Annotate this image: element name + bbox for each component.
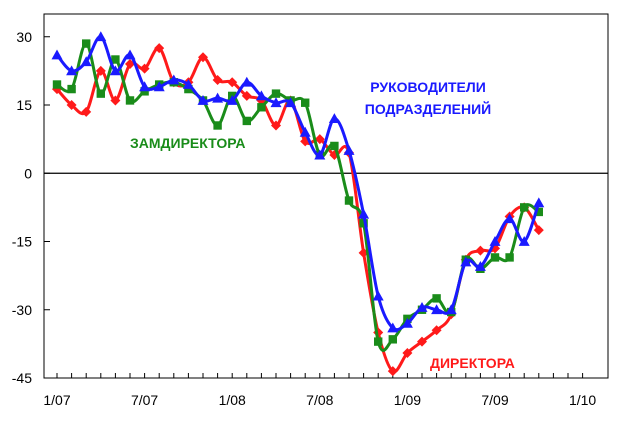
data-point	[416, 301, 428, 312]
data-point	[432, 294, 441, 303]
x-tick-label: 7/09	[481, 392, 508, 408]
data-point	[417, 336, 427, 347]
data-point	[505, 253, 514, 262]
data-point	[271, 120, 281, 131]
y-tick-label: -30	[12, 302, 32, 318]
y-tick-label: 30	[16, 29, 32, 45]
data-point	[518, 236, 530, 246]
data-point	[431, 325, 442, 336]
data-point	[96, 89, 105, 98]
data-point	[474, 261, 486, 271]
data-point	[431, 304, 443, 315]
series-triangle	[51, 31, 545, 333]
data-point	[388, 335, 397, 344]
data-point	[82, 39, 91, 48]
data-point	[153, 81, 165, 92]
series-line	[55, 35, 541, 332]
data-point	[182, 79, 194, 89]
data-point	[95, 65, 106, 76]
data-point	[212, 74, 223, 85]
data-point	[125, 96, 135, 105]
data-point	[242, 116, 251, 126]
data-point	[489, 236, 501, 246]
data-point	[67, 84, 76, 94]
data-point	[445, 304, 457, 315]
data-point	[534, 207, 543, 217]
data-point	[109, 65, 121, 76]
data-point	[66, 100, 77, 110]
data-point	[81, 106, 92, 117]
data-point	[504, 213, 516, 224]
x-tick-label: 1/07	[43, 392, 70, 408]
data-point	[301, 98, 310, 107]
data-point	[139, 81, 151, 92]
data-point	[184, 84, 193, 94]
data-point	[314, 149, 326, 160]
data-point	[402, 347, 413, 358]
data-point	[533, 197, 545, 208]
data-point	[314, 134, 325, 145]
data-point	[52, 80, 62, 89]
data-point	[328, 113, 340, 124]
data-point	[401, 317, 413, 328]
data-point	[257, 103, 266, 112]
data-point	[125, 59, 135, 70]
data-point	[168, 74, 180, 85]
data-point	[330, 141, 339, 151]
data-point	[270, 97, 282, 108]
data-point	[124, 49, 136, 60]
x-tick-label: 1/08	[219, 392, 246, 408]
series-name-label: ЗАМДИРЕКТОРА	[130, 135, 245, 151]
data-point	[212, 92, 224, 103]
data-point	[255, 90, 267, 101]
series-name-label: ДИРЕКТОРА	[430, 355, 515, 371]
data-point	[520, 203, 529, 212]
y-tick-label: -15	[12, 234, 32, 250]
data-point	[241, 90, 252, 101]
data-point	[198, 52, 208, 63]
data-point	[140, 87, 149, 96]
data-point	[110, 95, 121, 106]
data-point	[226, 94, 238, 105]
data-point	[387, 366, 398, 377]
data-point	[139, 63, 150, 74]
data-point	[213, 121, 222, 130]
data-point	[241, 76, 253, 87]
data-point	[460, 256, 472, 267]
data-point	[285, 97, 297, 108]
data-point	[374, 337, 383, 346]
data-point	[490, 253, 500, 262]
y-tick-label: 15	[16, 97, 32, 113]
x-tick-label: 7/08	[306, 392, 333, 408]
data-point	[154, 43, 165, 54]
data-point	[359, 219, 368, 228]
data-point	[51, 49, 63, 60]
data-point	[95, 31, 107, 42]
data-point	[66, 65, 78, 76]
data-point	[343, 145, 355, 155]
data-point	[533, 225, 544, 236]
data-point	[475, 245, 486, 256]
data-point	[80, 56, 92, 67]
x-tick-label: 1/10	[569, 392, 596, 408]
data-point	[344, 196, 354, 205]
data-point	[227, 77, 238, 88]
y-tick-label: -45	[12, 370, 32, 386]
data-point	[111, 55, 120, 64]
y-tick-label: 0	[24, 165, 32, 181]
series-name-label: РУКОВОДИТЕЛИ ПОДРАЗДЕЛЕНИЙ	[365, 79, 491, 117]
x-tick-label: 7/07	[131, 392, 158, 408]
data-point	[387, 322, 399, 333]
data-point	[358, 208, 370, 219]
x-tick-label: 1/09	[394, 392, 421, 408]
data-point	[372, 290, 384, 301]
data-point	[271, 89, 281, 98]
data-point	[299, 126, 311, 137]
data-point	[197, 94, 209, 105]
